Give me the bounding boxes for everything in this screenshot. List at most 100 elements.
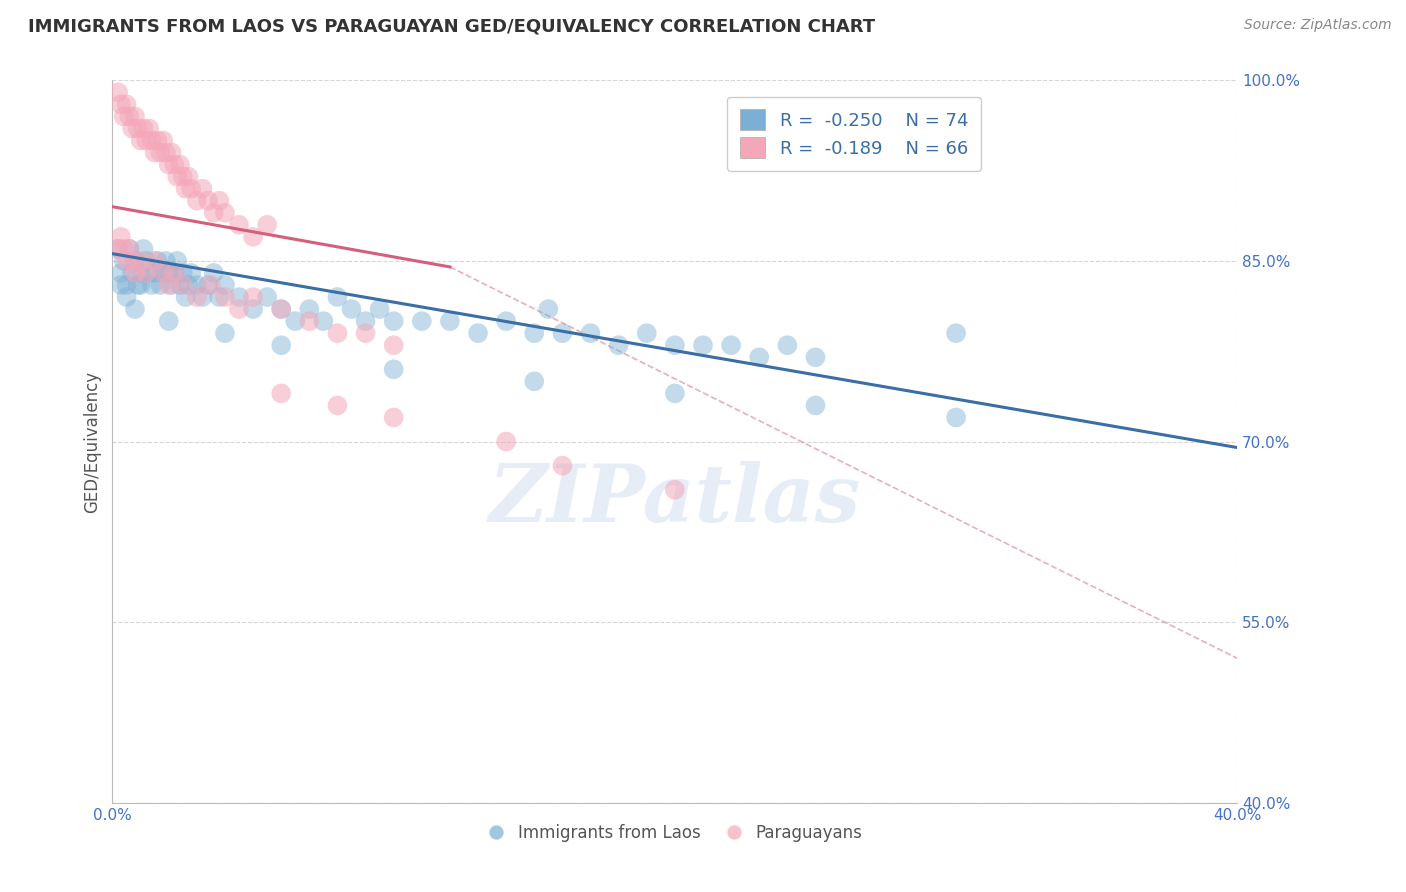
Point [110,266,132,280]
Point [172,266,194,280]
Point [467,326,489,340]
Point [141,133,163,147]
Text: IMMIGRANTS FROM LAOS VS PARAGUAYAN GED/EQUIVALENCY CORRELATION CHART: IMMIGRANTS FROM LAOS VS PARAGUAYAN GED/E… [28,18,876,36]
Point [340,301,363,316]
Point [664,483,686,497]
Point [354,314,377,328]
Point [354,326,377,340]
Point [208,194,231,208]
Point [242,301,264,316]
Point [537,301,560,316]
Point [146,253,169,268]
Point [368,301,391,316]
Point [163,157,186,171]
Point [298,314,321,328]
Point [804,350,827,364]
Point [149,145,172,160]
Point [197,194,219,208]
Point [200,277,222,292]
Point [202,266,225,280]
Point [579,326,602,340]
Point [326,290,349,304]
Point [692,338,714,352]
Point [124,266,146,280]
Point [256,218,278,232]
Point [748,350,770,364]
Point [124,109,146,123]
Point [191,290,214,304]
Point [146,133,169,147]
Point [110,277,132,292]
Point [312,314,335,328]
Point [112,253,135,268]
Point [326,326,349,340]
Point [270,301,292,316]
Point [174,181,197,195]
Point [110,97,132,112]
Point [118,242,141,256]
Point [197,277,219,292]
Text: Source: ZipAtlas.com: Source: ZipAtlas.com [1244,18,1392,32]
Point [382,410,405,425]
Point [157,314,180,328]
Point [270,301,292,316]
Point [284,314,307,328]
Point [172,169,194,184]
Point [326,398,349,412]
Point [551,458,574,473]
Point [163,266,186,280]
Point [152,133,174,147]
Point [214,205,236,219]
Point [110,229,132,244]
Point [174,290,197,304]
Point [160,277,183,292]
Point [636,326,658,340]
Point [143,253,166,268]
Point [115,253,138,268]
Point [228,290,250,304]
Point [180,266,202,280]
Point [228,301,250,316]
Point [118,109,141,123]
Point [107,242,129,256]
Point [107,242,129,256]
Point [129,253,152,268]
Point [382,338,405,352]
Point [127,277,149,292]
Point [121,266,143,280]
Point [186,290,208,304]
Point [382,362,405,376]
Point [495,314,517,328]
Point [270,338,292,352]
Point [112,242,135,256]
Point [160,145,183,160]
Point [138,121,160,136]
Point [228,218,250,232]
Point [169,277,191,292]
Point [149,277,172,292]
Point [945,326,967,340]
Point [129,266,152,280]
Point [163,266,186,280]
Point [214,290,236,304]
Point [121,253,143,268]
Point [135,266,157,280]
Point [382,314,405,328]
Point [118,242,141,256]
Point [115,290,138,304]
Point [270,386,292,401]
Point [191,181,214,195]
Point [121,121,143,136]
Point [143,145,166,160]
Y-axis label: GED/Equivalency: GED/Equivalency [83,370,101,513]
Point [166,169,188,184]
Point [186,277,208,292]
Point [551,326,574,340]
Point [141,277,163,292]
Point [242,290,264,304]
Point [112,109,135,123]
Point [523,374,546,388]
Point [115,277,138,292]
Point [439,314,461,328]
Legend: Immigrants from Laos, Paraguayans: Immigrants from Laos, Paraguayans [481,817,869,848]
